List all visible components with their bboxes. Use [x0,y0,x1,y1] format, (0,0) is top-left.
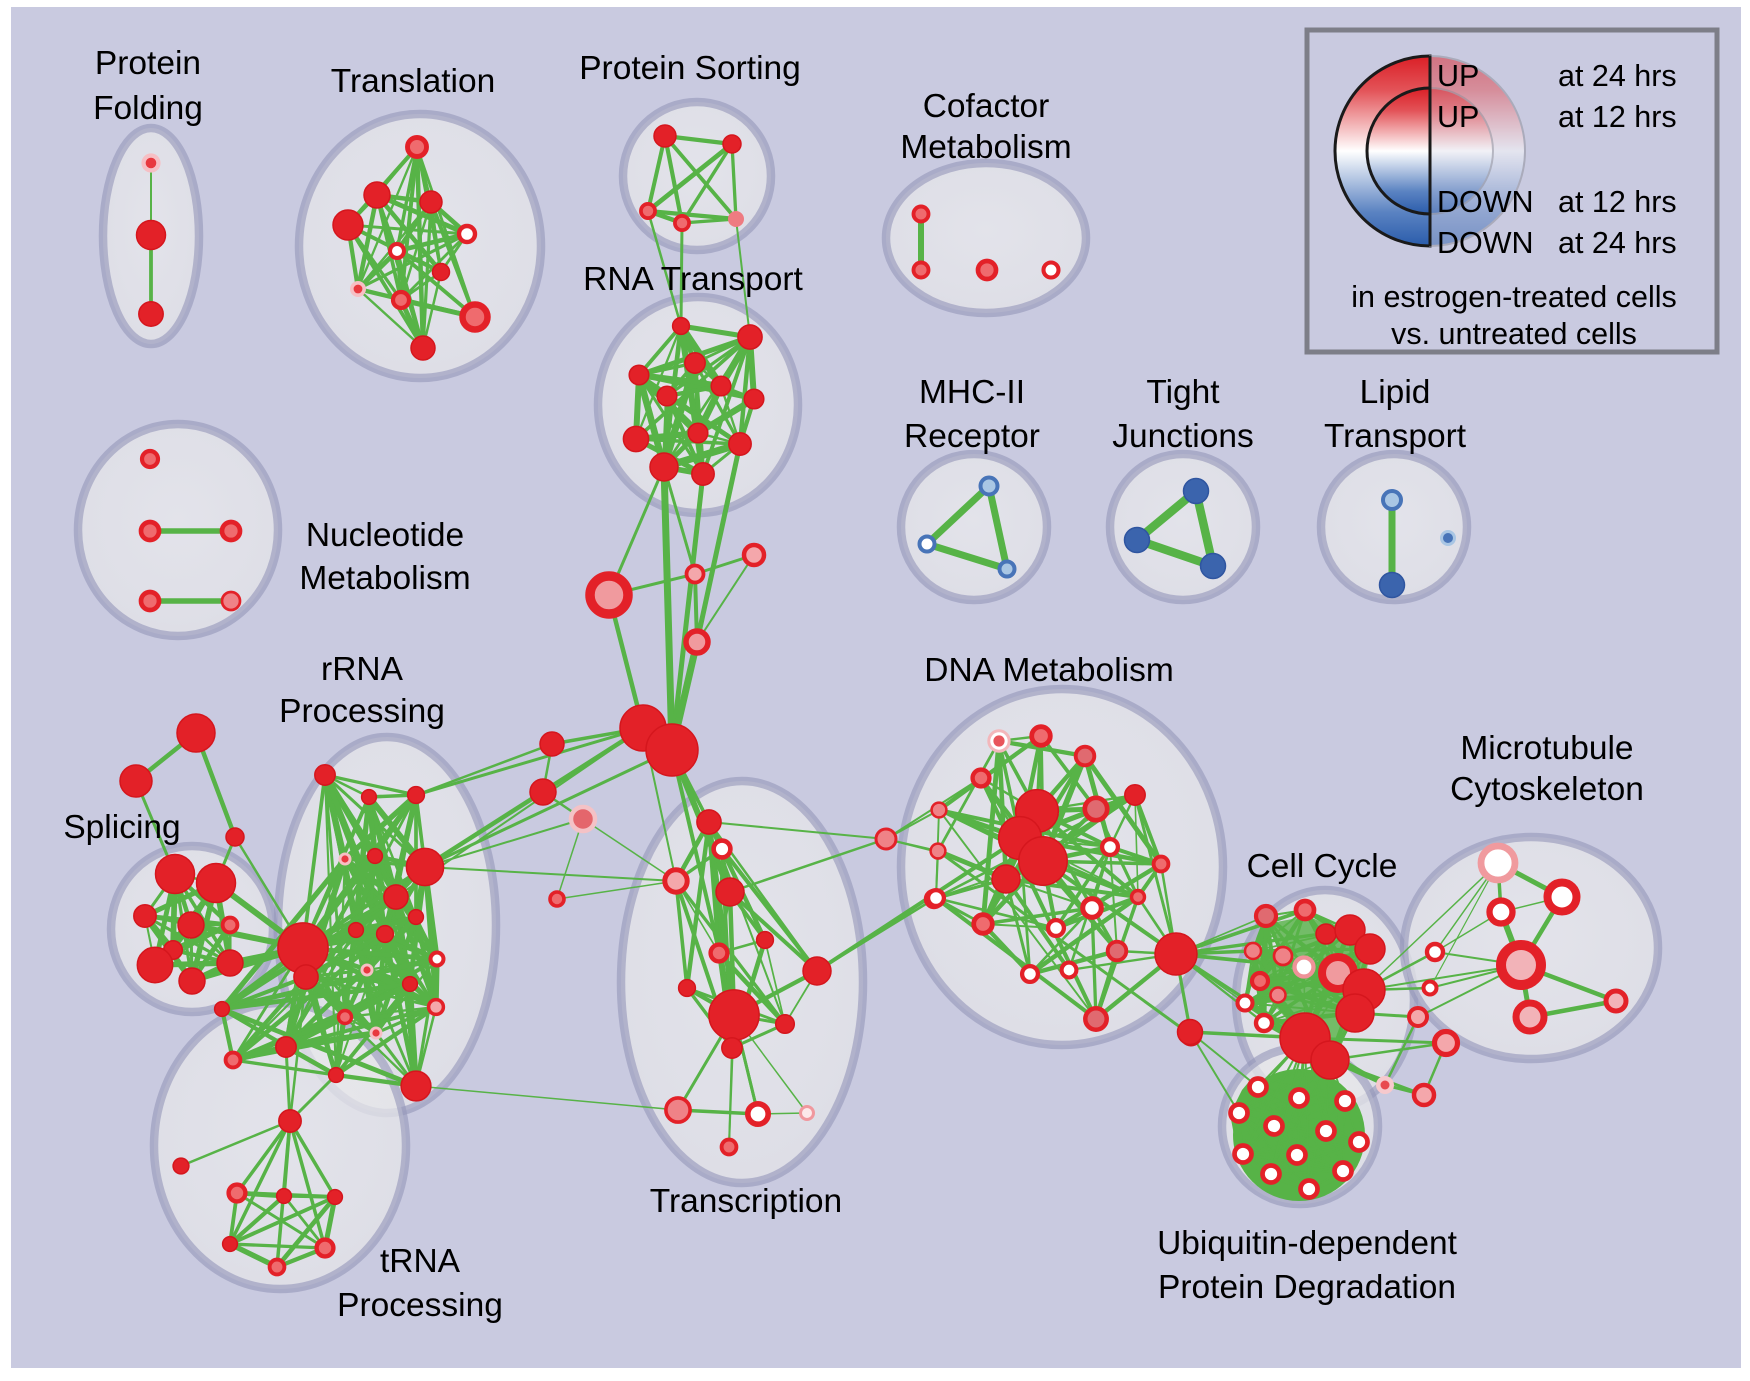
svg-text:Microtubule: Microtubule [1460,730,1633,767]
svg-text:Protein Sorting: Protein Sorting [579,50,801,87]
svg-text:Cytoskeleton: Cytoskeleton [1450,771,1644,808]
svg-text:at 24 hrs: at 24 hrs [1558,59,1677,93]
svg-text:Junctions: Junctions [1112,418,1254,455]
svg-text:Lipid: Lipid [1360,374,1431,411]
svg-text:Splicing: Splicing [63,809,180,846]
svg-text:at 12 hrs: at 12 hrs [1558,100,1677,134]
svg-text:tRNA: tRNA [380,1243,461,1280]
svg-text:DOWN: DOWN [1437,185,1534,219]
svg-text:rRNA: rRNA [321,651,404,688]
svg-text:DNA Metabolism: DNA Metabolism [924,652,1173,689]
svg-text:Ubiquitin-dependent: Ubiquitin-dependent [1157,1225,1458,1262]
svg-text:in estrogen-treated cells: in estrogen-treated cells [1351,280,1677,314]
svg-text:Protein: Protein [95,45,201,82]
svg-text:UP: UP [1437,59,1479,93]
svg-text:DOWN: DOWN [1437,226,1534,260]
svg-text:Processing: Processing [337,1287,503,1324]
svg-text:Processing: Processing [279,693,445,730]
svg-text:Transport: Transport [1324,418,1467,455]
svg-text:vs. untreated cells: vs. untreated cells [1391,317,1637,351]
svg-text:Translation: Translation [331,63,495,100]
svg-text:Receptor: Receptor [904,418,1040,455]
svg-text:Folding: Folding [93,90,203,127]
svg-text:at 12 hrs: at 12 hrs [1558,185,1677,219]
svg-text:Metabolism: Metabolism [900,129,1071,166]
svg-text:Tight: Tight [1146,374,1220,411]
svg-text:Nucleotide: Nucleotide [306,517,464,554]
svg-text:MHC-II: MHC-II [919,374,1025,411]
svg-text:Cell Cycle: Cell Cycle [1247,848,1398,885]
svg-text:Metabolism: Metabolism [299,560,470,597]
svg-text:at 24 hrs: at 24 hrs [1558,226,1677,260]
svg-text:Transcription: Transcription [650,1183,842,1220]
svg-text:UP: UP [1437,100,1479,134]
svg-text:RNA Transport: RNA Transport [583,261,803,298]
svg-text:Protein Degradation: Protein Degradation [1158,1269,1456,1306]
svg-text:Cofactor: Cofactor [923,88,1050,125]
